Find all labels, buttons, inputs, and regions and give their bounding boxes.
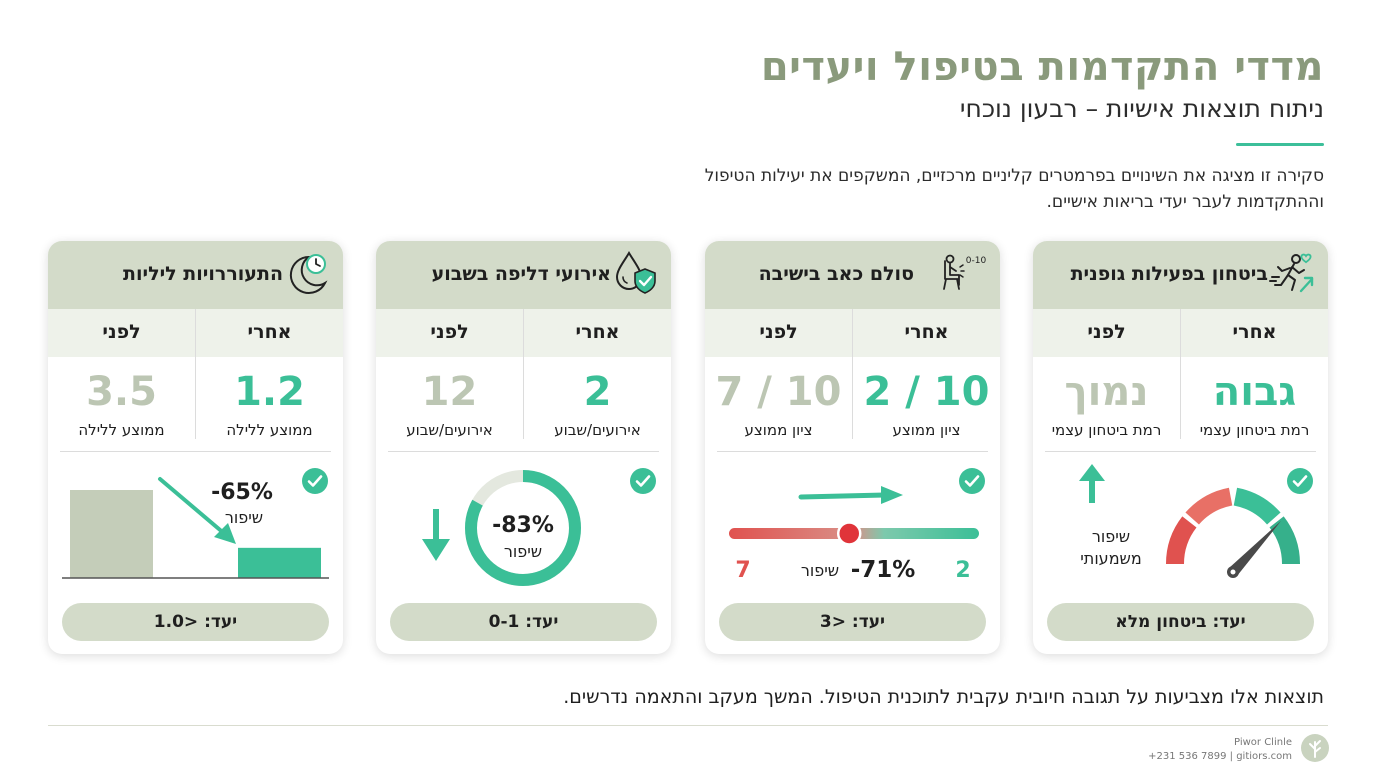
check-icon xyxy=(630,468,656,494)
up-arrow-icon xyxy=(1079,464,1105,503)
after-unit: ממוצע ללילה xyxy=(226,421,313,439)
gauge-good-segment xyxy=(1233,487,1281,525)
after-unit: רמת ביטחון עצמי xyxy=(1199,421,1310,439)
brand-contact: +231 536 7899 | gitiors.com xyxy=(1148,751,1292,762)
improvement-label: שיפור xyxy=(225,508,263,527)
down-arrow-icon xyxy=(422,509,450,561)
before-value: 7 / 10 xyxy=(715,369,842,415)
gauge-needle xyxy=(1227,521,1281,578)
column-divider xyxy=(1180,309,1181,439)
card-sitting-pain: 0-10 סולם כאב בישיבה אחרי לפני 2 / 10 7 … xyxy=(705,241,1000,654)
check-icon xyxy=(302,468,328,494)
brand-name: Piwor Clinle xyxy=(1234,737,1292,748)
accent-divider xyxy=(1236,143,1324,146)
goal-pill: יעד: <1.0 xyxy=(62,603,329,641)
after-label: אחרי xyxy=(1232,321,1277,343)
column-divider xyxy=(852,309,853,439)
footer-divider xyxy=(48,725,1328,726)
after-value: 1.2 xyxy=(234,369,305,415)
confidence-gauge xyxy=(1079,464,1301,578)
improvement-text: שיפור משמעותי xyxy=(1080,527,1142,568)
gauge-low-segment xyxy=(1165,516,1197,565)
before-label: לפני xyxy=(102,321,141,343)
clinic-logo-icon xyxy=(1301,734,1329,762)
down-trend-arrow-icon xyxy=(158,477,236,544)
before-value: 3.5 xyxy=(86,369,157,415)
improvement-label: שיפור xyxy=(801,561,839,580)
after-label: אחרי xyxy=(575,321,620,343)
card-header xyxy=(376,241,671,309)
card-title: התעוררויות ליליות xyxy=(123,263,283,285)
moon-clock-icon xyxy=(289,254,328,294)
donut-fill xyxy=(465,470,581,586)
running-person-heart-icon xyxy=(1269,253,1314,293)
improvement-label: שיפור xyxy=(504,542,542,561)
goal-pill: יעד: <3 xyxy=(719,603,986,641)
page-title: מדדי התקדמות בטיפול ויעדים xyxy=(760,44,1324,90)
card-exercise-confidence: ביטחון בפעילות גופנית אחרי לפני גבוה נמו… xyxy=(1033,241,1328,654)
section-divider xyxy=(1045,451,1316,452)
scale-end-label: 2 xyxy=(955,558,970,583)
gauge-high-segment xyxy=(1269,516,1301,565)
check-icon xyxy=(1287,468,1313,494)
before-unit: ציון ממוצע xyxy=(744,421,813,439)
section-divider xyxy=(388,451,659,452)
awakenings-bar-chart: -65% שיפור xyxy=(62,477,329,579)
before-label: לפני xyxy=(759,321,798,343)
leak-donut-chart: -83% שיפור xyxy=(422,470,581,586)
card-header xyxy=(1033,241,1328,309)
bar-before xyxy=(70,490,153,578)
after-label: אחרי xyxy=(904,321,949,343)
card-header xyxy=(48,241,343,309)
bar-after xyxy=(238,547,321,578)
after-value: 2 / 10 xyxy=(863,369,990,415)
droplet-shield-icon xyxy=(615,251,656,294)
card-title: אירועי דליפה בשבוע xyxy=(431,263,611,285)
page-subtitle: ניתוח תוצאות אישיות – רבעון נוכחי xyxy=(959,94,1324,123)
after-value: גבוה xyxy=(1212,369,1297,415)
pain-scale-slider: 7 2 -71% שיפור xyxy=(729,486,979,583)
card-leak-events: אירועי דליפה בשבוע אחרי לפני 2 12 אירועי… xyxy=(376,241,671,654)
column-divider xyxy=(195,309,196,439)
after-value: 2 xyxy=(583,369,612,415)
svg-text:0-10: 0-10 xyxy=(966,256,987,266)
improvement-percent: -65% xyxy=(211,480,273,505)
goal-pill: יעד: 0-1 xyxy=(390,603,657,641)
before-unit: רמת ביטחון עצמי xyxy=(1051,421,1162,439)
section-divider xyxy=(717,451,988,452)
check-icon xyxy=(959,468,985,494)
before-label: לפני xyxy=(430,321,469,343)
section-divider xyxy=(60,451,331,452)
improvement-percent: -71% xyxy=(851,557,916,583)
after-label: אחרי xyxy=(247,321,292,343)
right-arrow-icon xyxy=(798,486,903,504)
card-title: ביטחון בפעילות גופנית xyxy=(1070,263,1268,285)
after-unit: אירועים/שבוע xyxy=(554,421,641,439)
before-label: לפני xyxy=(1087,321,1126,343)
card-night-awakenings: התעוררויות ליליות אחרי לפני 1.2 3.5 ממוצ… xyxy=(48,241,343,654)
before-value: 12 xyxy=(421,369,478,415)
goal-pill: יעד: ביטחון מלא xyxy=(1047,603,1314,641)
after-unit: ציון ממוצע xyxy=(892,421,961,439)
intro-paragraph: סקירה זו מציגה את השינויים בפרמטרים קלינ… xyxy=(704,166,1324,212)
before-unit: ממוצע ללילה xyxy=(78,421,165,439)
card-title: סולם כאב בישיבה xyxy=(758,263,914,285)
footer-summary: תוצאות אלו מצביעות על תגובה חיובית עקבית… xyxy=(563,686,1324,708)
scale-start-label: 7 xyxy=(735,558,750,583)
column-divider xyxy=(523,309,524,439)
before-value: נמוך xyxy=(1064,369,1149,415)
improvement-percent: -83% xyxy=(492,513,554,538)
gauge-mid-segment xyxy=(1185,487,1233,525)
pain-slider-knob xyxy=(836,521,862,546)
seated-person-pain-scale-icon: 0-10 xyxy=(943,254,987,290)
metric-cards: ביטחון בפעילות גופנית אחרי לפני גבוה נמו… xyxy=(48,241,1328,654)
before-unit: אירועים/שבוע xyxy=(406,421,493,439)
